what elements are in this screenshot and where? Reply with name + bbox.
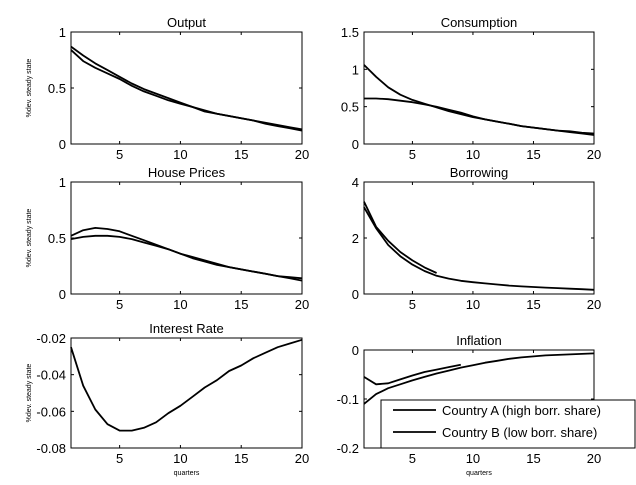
- x-tick-label: 10: [466, 147, 480, 162]
- y-axis-label: %dev. steady state: [26, 364, 33, 423]
- y-tick-label: 0: [352, 287, 359, 302]
- series-line-2: [364, 97, 595, 135]
- plot-frame: [70, 31, 303, 145]
- series-line-2: [363, 352, 595, 405]
- x-tick-label: 20: [587, 147, 601, 162]
- y-tick-label: 1.5: [341, 25, 359, 40]
- y-tick-label: 1: [59, 25, 66, 40]
- y-tick-label: 0.5: [341, 100, 359, 115]
- x-tick-label: 10: [466, 297, 480, 312]
- x-tick-label: 20: [587, 297, 601, 312]
- chart-title: Inflation: [456, 333, 502, 348]
- plot-frame: [70, 337, 303, 449]
- y-tick-label: 2: [352, 231, 359, 246]
- chart-title: Interest Rate: [149, 321, 223, 336]
- x-tick-label: 20: [587, 451, 601, 466]
- legend-entry: Country A (high borr. share): [442, 403, 601, 418]
- x-axis-label: quarters: [466, 470, 492, 477]
- series-line-2: [363, 206, 595, 291]
- x-tick-label: 10: [173, 451, 187, 466]
- plot-frame: [363, 31, 595, 145]
- y-axis-label: %dev. steady state: [26, 59, 33, 118]
- panel-2: 5 10 15 20 0 0.5 1 1.5 Consumption: [341, 15, 601, 162]
- x-tick-label: 20: [295, 147, 309, 162]
- chart-title: House Prices: [148, 165, 226, 180]
- chart-title: Borrowing: [450, 165, 509, 180]
- y-tick-label: -0.1: [337, 392, 359, 407]
- series-line-1: [363, 201, 437, 274]
- x-axis-label: quarters: [174, 470, 200, 477]
- x-tick-label: 5: [116, 147, 123, 162]
- y-tick-label: 0.5: [48, 81, 66, 96]
- x-tick-label: 10: [173, 297, 187, 312]
- x-tick-label: 5: [116, 451, 123, 466]
- chart-title: Consumption: [441, 15, 518, 30]
- x-tick-label: 15: [234, 297, 248, 312]
- panel-5: 5 10 15 20 -0.08 -0.06 -0.04 -0.02 Interest Rate…: [26, 321, 309, 477]
- x-tick-label: 5: [116, 297, 123, 312]
- series-line-1: [363, 363, 461, 386]
- plot-frame: [70, 181, 303, 295]
- y-tick-label: 0: [352, 137, 359, 152]
- y-tick-label: -0.04: [36, 368, 66, 383]
- y-axis-label: %dev. steady state: [26, 209, 33, 268]
- y-tick-label: 4: [352, 175, 359, 190]
- series-line-2: [70, 49, 303, 132]
- x-tick-label: 20: [295, 451, 309, 466]
- x-tick-label: 15: [526, 297, 540, 312]
- series-line-1: [70, 45, 303, 131]
- y-tick-label: -0.06: [36, 404, 66, 419]
- panel-1: 5 10 15 20 0 0.5 1 Output %dev. steady state: [26, 15, 309, 162]
- y-tick-label: 0: [352, 343, 359, 358]
- legend-entry: Country B (low borr. share): [442, 425, 597, 440]
- y-tick-label: -0.2: [337, 441, 359, 456]
- plot-frame: [363, 181, 595, 295]
- legend-box: [380, 399, 636, 449]
- x-tick-label: 15: [234, 147, 248, 162]
- x-tick-label: 15: [526, 451, 540, 466]
- chart-title: Output: [167, 15, 206, 30]
- x-tick-label: 15: [234, 451, 248, 466]
- series-line-2: [70, 234, 303, 282]
- y-tick-label: 1: [352, 62, 359, 77]
- x-tick-label: 10: [466, 451, 480, 466]
- y-tick-label: 1: [59, 175, 66, 190]
- x-tick-label: 10: [173, 147, 187, 162]
- x-tick-label: 20: [295, 297, 309, 312]
- y-tick-label: 0: [59, 137, 66, 152]
- panel-3: 5 10 15 20 0 0.5 1 House Prices %dev. steady sta…: [26, 165, 309, 312]
- y-tick-label: -0.02: [36, 331, 66, 346]
- y-tick-label: 0.5: [48, 231, 66, 246]
- x-tick-label: 15: [526, 147, 540, 162]
- x-tick-label: 5: [409, 147, 416, 162]
- y-tick-label: 0: [59, 287, 66, 302]
- legend: Country A (high borr. share) Country B (l…: [380, 399, 636, 449]
- panel-4: 5 10 15 20 0 2 4 Borrowing: [352, 165, 601, 312]
- x-tick-label: 5: [409, 451, 416, 466]
- series-line-1: [70, 338, 303, 432]
- x-tick-label: 5: [409, 297, 416, 312]
- panel-6: 5 10 15 20 -0.2 -0.1 0 Inflation quarters Country…: [337, 333, 636, 477]
- y-tick-label: -0.08: [36, 441, 66, 456]
